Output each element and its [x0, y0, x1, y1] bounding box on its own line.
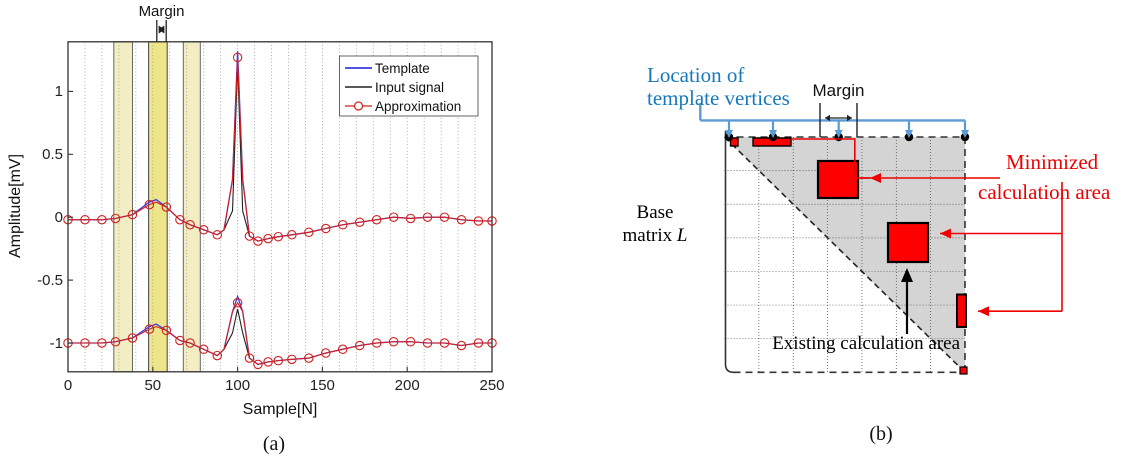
svg-text:Base: Base: [637, 202, 674, 223]
svg-text:Sample[N]: Sample[N]: [243, 401, 318, 418]
svg-text:template vertices: template vertices: [647, 86, 790, 110]
svg-text:0: 0: [55, 209, 63, 226]
svg-text:calculation area: calculation area: [978, 180, 1111, 204]
svg-text:0: 0: [64, 377, 72, 394]
svg-text:Location of: Location of: [647, 63, 744, 87]
svg-text:Template: Template: [375, 61, 430, 76]
svg-text:Margin: Margin: [139, 3, 185, 20]
svg-text:(a): (a): [263, 433, 285, 455]
svg-text:Approximation: Approximation: [375, 99, 461, 114]
svg-text:Margin: Margin: [813, 81, 865, 100]
svg-text:-1: -1: [50, 335, 63, 352]
svg-text:matrix L: matrix L: [623, 225, 688, 246]
svg-text:Input signal: Input signal: [375, 80, 444, 95]
svg-text:250: 250: [479, 377, 504, 394]
svg-text:100: 100: [225, 377, 250, 394]
svg-text:Amplitude[mV]: Amplitude[mV]: [7, 154, 24, 258]
svg-text:200: 200: [395, 377, 420, 394]
svg-text:150: 150: [310, 377, 335, 394]
svg-text:50: 50: [144, 377, 161, 394]
svg-text:(b): (b): [869, 423, 892, 445]
svg-text:1: 1: [55, 83, 63, 100]
svg-text:0.5: 0.5: [42, 146, 63, 163]
svg-text:Existing calculation area: Existing calculation area: [772, 333, 960, 354]
svg-text:Minimized: Minimized: [1006, 150, 1099, 174]
svg-text:-0.5: -0.5: [37, 272, 63, 289]
